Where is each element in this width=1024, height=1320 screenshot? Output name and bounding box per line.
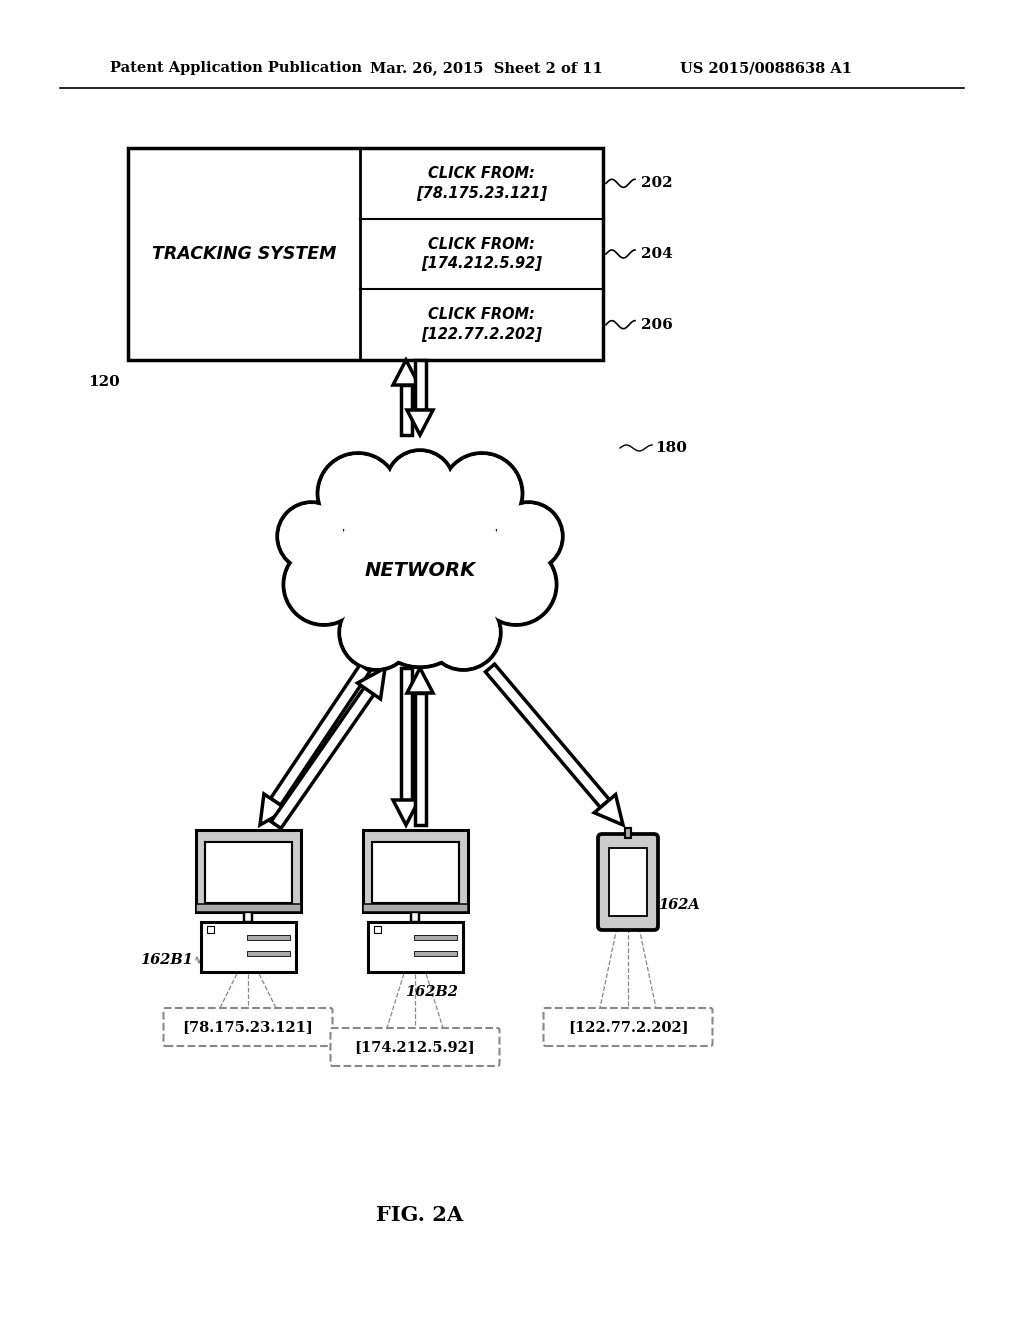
FancyBboxPatch shape [544,1008,713,1045]
Text: CLICK FROM:
[122.77.2.202]: CLICK FROM: [122.77.2.202] [421,308,542,342]
Bar [609,847,647,916]
Circle shape [441,453,522,533]
Bar [128,148,603,360]
Circle shape [386,450,454,519]
Text: 180: 180 [655,441,687,455]
Text: TRACKING SYSTEM: TRACKING SYSTEM [152,246,336,263]
Bar [625,828,631,838]
Circle shape [388,451,453,516]
Text: 162B2: 162B2 [406,985,458,999]
Text: 162A: 162A [658,898,699,912]
Text: CLICK FROM:
[174.212.5.92]: CLICK FROM: [174.212.5.92] [421,236,542,272]
Text: Patent Application Publication: Patent Application Publication [110,61,362,75]
Text: NETWORK: NETWORK [365,561,475,579]
Text: 120: 120 [88,375,120,389]
Text: CLICK FROM:
[78.175.23.121]: CLICK FROM: [78.175.23.121] [416,166,547,201]
Circle shape [495,503,562,570]
Bar [414,950,457,956]
Circle shape [428,597,499,668]
Bar [201,921,296,972]
Circle shape [280,504,344,569]
Text: FIG. 2A: FIG. 2A [377,1205,464,1225]
Bar [362,904,468,912]
Circle shape [497,504,561,569]
Polygon shape [594,795,623,825]
Polygon shape [393,800,419,825]
Bar [362,830,468,912]
Text: Mar. 26, 2015  Sheet 2 of 11: Mar. 26, 2015 Sheet 2 of 11 [370,61,603,75]
Bar [411,912,419,921]
Text: [122.77.2.202]: [122.77.2.202] [567,1020,688,1034]
Bar [205,842,292,903]
Polygon shape [357,668,385,700]
Circle shape [278,503,346,570]
Bar [196,904,300,912]
Text: 202: 202 [641,177,673,190]
Polygon shape [407,411,433,436]
Circle shape [477,546,555,623]
FancyBboxPatch shape [331,1028,500,1067]
Polygon shape [393,360,419,385]
Circle shape [443,455,520,532]
Text: [78.175.23.121]: [78.175.23.121] [182,1020,313,1034]
Bar [372,842,459,903]
Bar [414,935,457,940]
Bar [374,927,381,933]
Bar [247,950,290,956]
Circle shape [426,595,501,669]
Circle shape [476,544,556,624]
Text: 162B1: 162B1 [140,953,193,968]
FancyBboxPatch shape [164,1008,333,1045]
Circle shape [319,455,396,532]
Circle shape [368,562,473,667]
Bar [207,927,213,933]
Polygon shape [485,664,609,808]
Bar [196,830,300,912]
Text: 206: 206 [641,318,673,331]
Circle shape [341,597,412,668]
Circle shape [337,482,504,648]
Polygon shape [407,668,433,693]
Circle shape [284,544,365,624]
Text: 204: 204 [641,247,673,261]
Polygon shape [260,793,287,825]
Polygon shape [415,693,426,825]
Circle shape [317,453,398,533]
Circle shape [286,546,362,623]
Text: [174.212.5.92]: [174.212.5.92] [354,1040,475,1053]
Bar [244,912,252,921]
Circle shape [369,564,471,665]
Circle shape [339,595,414,669]
Bar [247,935,290,940]
FancyBboxPatch shape [598,834,658,931]
Circle shape [335,479,505,651]
Polygon shape [400,385,412,436]
Polygon shape [415,360,426,411]
Polygon shape [270,665,370,805]
Polygon shape [271,688,374,829]
Polygon shape [400,668,412,800]
Text: US 2015/0088638 A1: US 2015/0088638 A1 [680,61,852,75]
Bar [368,921,463,972]
